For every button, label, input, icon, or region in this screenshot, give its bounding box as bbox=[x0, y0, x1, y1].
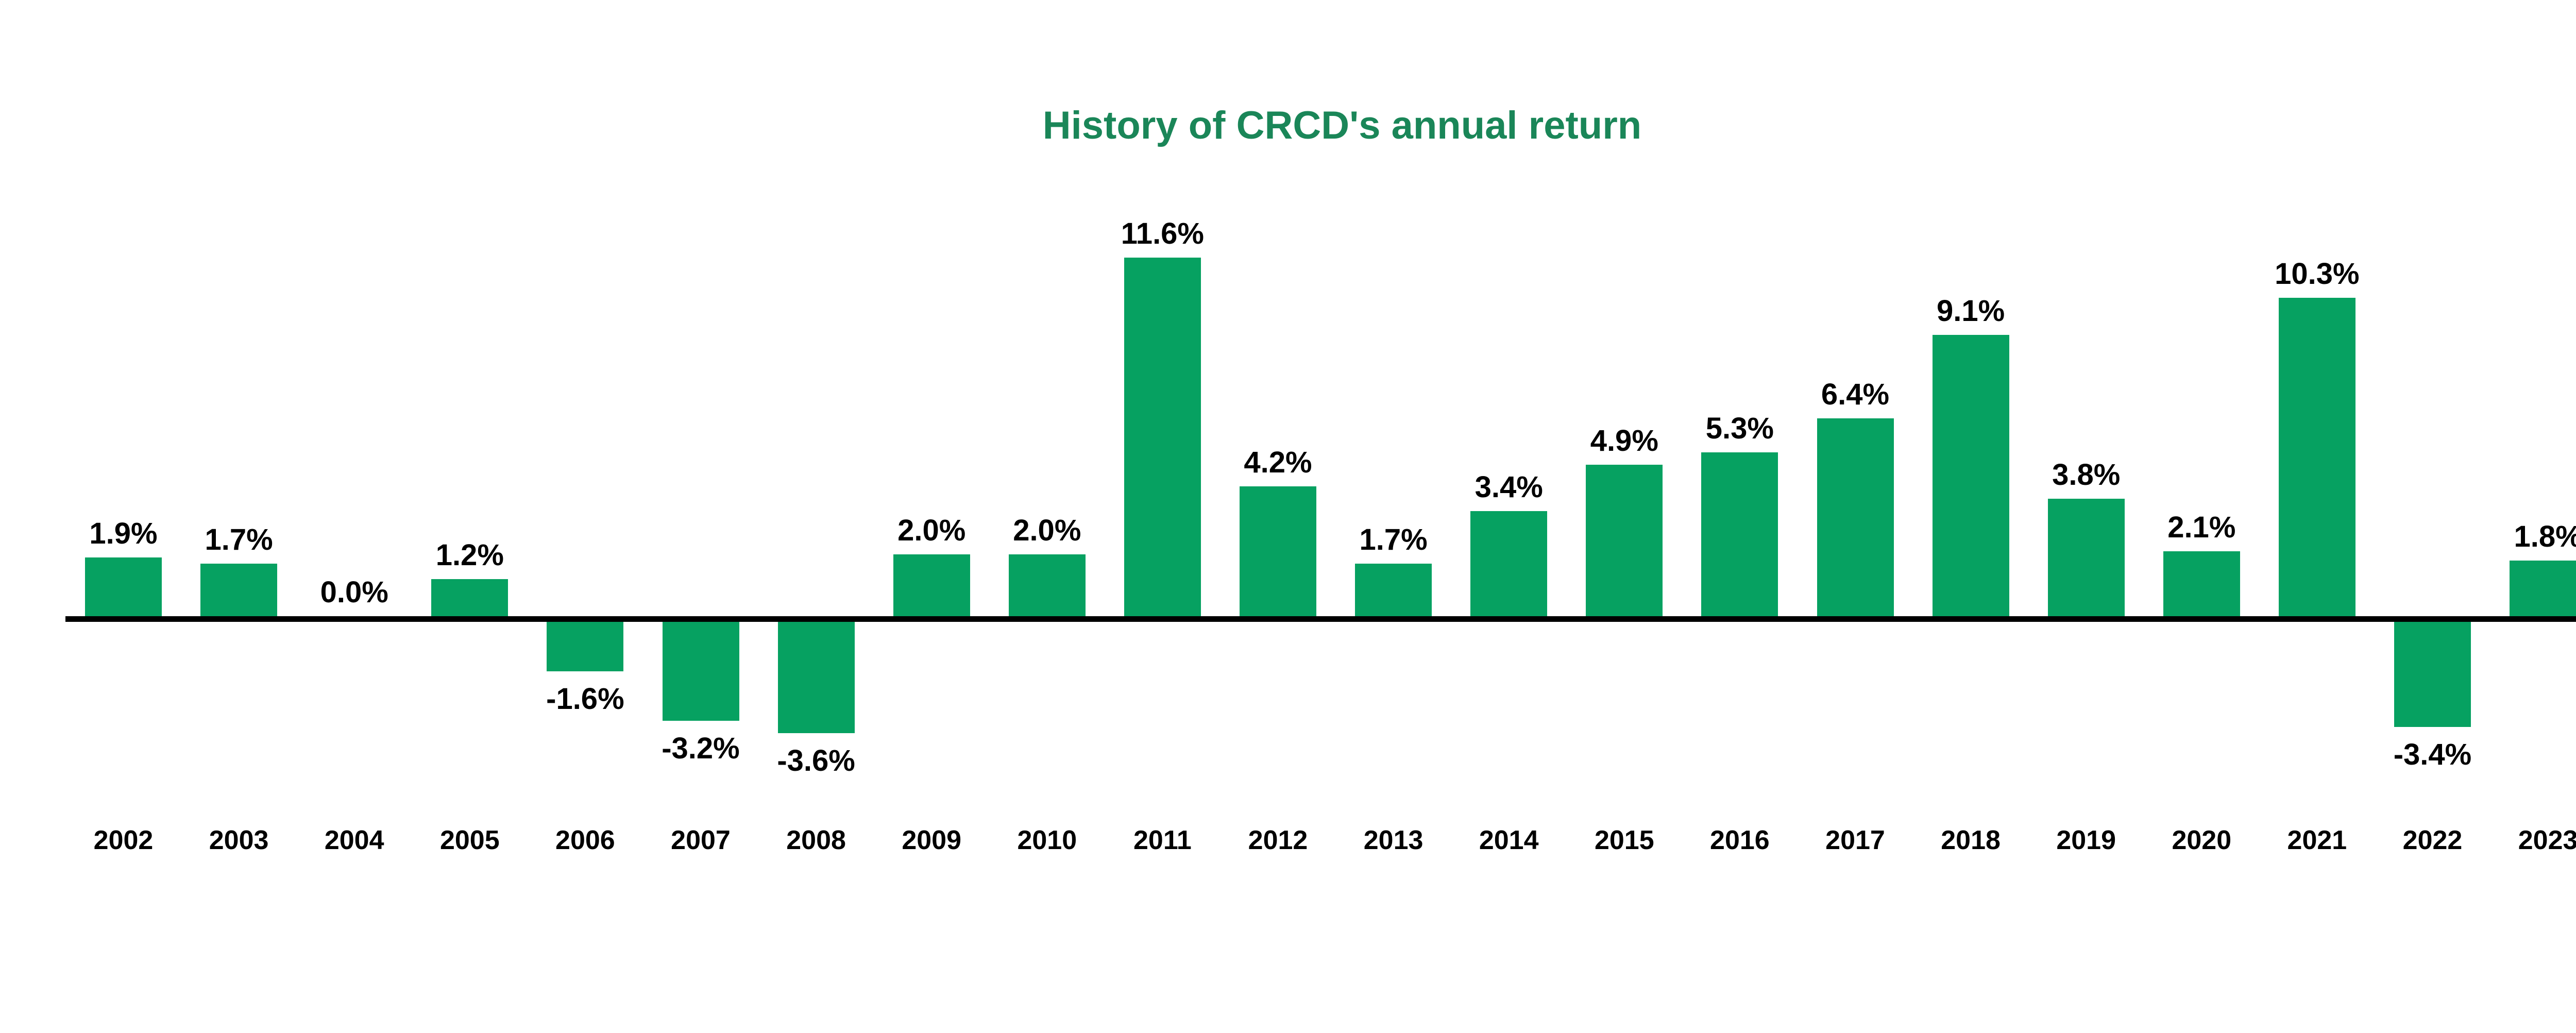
value-label-2005: 1.2% bbox=[435, 538, 504, 572]
bar-2023 bbox=[2510, 561, 2576, 616]
bar-2011 bbox=[1124, 258, 1201, 616]
value-label-2007: -3.2% bbox=[662, 732, 740, 765]
year-label-2017: 2017 bbox=[1825, 825, 1885, 855]
value-label-2002: 1.9% bbox=[89, 517, 158, 550]
value-label-2011: 11.6% bbox=[1121, 217, 1205, 250]
value-label-2016: 5.3% bbox=[1705, 412, 1774, 445]
year-label-2020: 2020 bbox=[2172, 825, 2232, 855]
bar-2019 bbox=[2047, 499, 2125, 616]
bar-2016 bbox=[1701, 452, 1778, 616]
year-label-2014: 2014 bbox=[1479, 825, 1539, 855]
year-label-2004: 2004 bbox=[324, 825, 384, 855]
x-axis-baseline bbox=[65, 616, 2576, 622]
bar-2012 bbox=[1240, 486, 1316, 616]
year-label-2005: 2005 bbox=[439, 825, 500, 855]
year-label-2019: 2019 bbox=[2056, 825, 2116, 855]
bar-2014 bbox=[1470, 511, 1548, 616]
bar-2010 bbox=[1008, 554, 1086, 616]
year-label-2011: 2011 bbox=[1133, 825, 1192, 855]
bar-2008 bbox=[777, 622, 855, 733]
year-label-2002: 2002 bbox=[93, 825, 154, 855]
bar-2022 bbox=[2394, 622, 2471, 727]
year-label-2018: 2018 bbox=[1941, 825, 2001, 855]
year-label-2010: 2010 bbox=[1017, 825, 1077, 855]
year-label-2024: 2024 bbox=[2555, 827, 2576, 854]
bar-2007 bbox=[662, 622, 739, 721]
year-label-2016: 2016 bbox=[1710, 825, 1770, 855]
bar-2009 bbox=[893, 554, 970, 616]
value-label-2022: -3.4% bbox=[2393, 738, 2472, 771]
value-label-2004: 0.0% bbox=[320, 575, 388, 609]
year-label-2015: 2015 bbox=[1594, 825, 1654, 855]
bar-2021 bbox=[2278, 298, 2355, 616]
year-label-2009: 2009 bbox=[902, 825, 962, 855]
year-label-2021: 2021 bbox=[2287, 825, 2347, 855]
bar-2005 bbox=[431, 579, 509, 616]
value-label-2021: 10.3% bbox=[2275, 257, 2360, 291]
value-label-2017: 6.4% bbox=[1821, 378, 1890, 411]
value-label-2008: -3.6% bbox=[777, 744, 855, 777]
bar-2002 bbox=[85, 557, 162, 616]
value-label-2010: 2.0% bbox=[1013, 514, 1081, 547]
year-label-2008: 2008 bbox=[786, 825, 846, 855]
bar-2003 bbox=[200, 564, 278, 616]
value-label-2015: 4.9% bbox=[1590, 424, 1658, 458]
chart-title: History of CRCD's annual return bbox=[1042, 104, 1642, 147]
year-label-2003: 2003 bbox=[209, 825, 269, 855]
year-label-2006: 2006 bbox=[555, 825, 615, 855]
value-label-2012: 4.2% bbox=[1244, 446, 1312, 479]
value-label-2006: -1.6% bbox=[546, 682, 624, 716]
year-label-2007: 2007 bbox=[671, 825, 731, 855]
value-label-2024: 6.0% bbox=[2555, 392, 2576, 422]
value-label-2013: 1.7% bbox=[1359, 523, 1428, 556]
value-label-2014: 3.4% bbox=[1475, 470, 1543, 504]
year-label-2022: 2022 bbox=[2402, 825, 2463, 855]
bar-2017 bbox=[1817, 418, 1894, 616]
value-label-2019: 3.8% bbox=[2052, 458, 2121, 492]
value-label-2009: 2.0% bbox=[897, 514, 966, 547]
year-label-2023: 2023 bbox=[2518, 825, 2576, 855]
bar-2006 bbox=[547, 622, 624, 671]
bar-2015 bbox=[1586, 465, 1663, 616]
value-label-2003: 1.7% bbox=[205, 523, 273, 556]
bar-2018 bbox=[1932, 335, 2009, 616]
value-label-2018: 9.1% bbox=[1936, 294, 2005, 328]
bar-2013 bbox=[1355, 564, 1432, 616]
value-label-2020: 2.1% bbox=[2167, 511, 2236, 544]
bar-2020 bbox=[2163, 551, 2240, 616]
year-label-2012: 2012 bbox=[1248, 825, 1308, 855]
value-label-2023: 1.8% bbox=[2514, 520, 2576, 553]
year-label-2013: 2013 bbox=[1363, 825, 1423, 855]
